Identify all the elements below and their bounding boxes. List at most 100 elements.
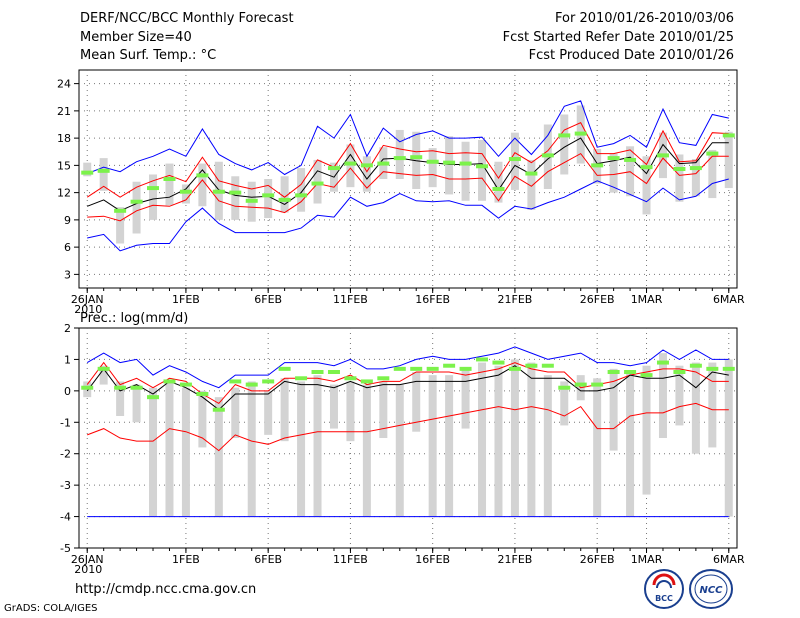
forecast-marker xyxy=(640,165,653,170)
spread-bar xyxy=(593,378,602,517)
forecast-marker xyxy=(196,173,209,178)
forecast-marker xyxy=(114,385,127,390)
forecast-marker xyxy=(130,199,143,204)
spread-bar xyxy=(609,153,618,193)
precip-panel-label: Prec.: log(mm/d) xyxy=(80,311,189,326)
x-tick-label: 6MAR xyxy=(713,293,745,306)
forecast-marker xyxy=(311,181,324,186)
forecast-marker xyxy=(591,382,604,387)
forecast-marker xyxy=(377,376,390,381)
forecast-marker xyxy=(344,376,357,381)
forecast-marker xyxy=(327,166,340,171)
forecast-marker xyxy=(722,366,735,371)
forecast-marker xyxy=(541,153,554,158)
x-tick-label: 11FEB xyxy=(333,553,368,566)
forecast-marker xyxy=(558,133,571,138)
x-tick-label: 16FEB xyxy=(415,553,450,566)
y-tick-label: 18 xyxy=(57,132,71,145)
spread-bar xyxy=(708,149,717,199)
footer-url[interactable]: http://cmdp.ncc.cma.gov.cn xyxy=(75,582,257,597)
y-tick-label: -1 xyxy=(60,416,71,429)
forecast-marker xyxy=(245,198,258,203)
x-tick-label: 11FEB xyxy=(333,293,368,306)
spread-bar xyxy=(132,384,141,423)
y-tick-label: 21 xyxy=(57,105,71,118)
grads-credit: GrADS: COLA/IGES xyxy=(4,603,98,614)
plot-frame xyxy=(78,69,738,289)
forecast-marker xyxy=(426,159,439,164)
spread-bar xyxy=(510,359,519,517)
forecast-marker xyxy=(624,157,637,162)
spread-bar xyxy=(346,144,355,188)
y-tick-label: 2 xyxy=(64,322,71,335)
forecast-marker xyxy=(443,160,456,165)
forecast-marker xyxy=(574,382,587,387)
series-line-upper xyxy=(86,122,729,198)
forecast-marker xyxy=(673,167,686,172)
forecast-marker xyxy=(81,170,94,175)
ncc-logo: NCC xyxy=(689,569,733,609)
y-tick-label: 24 xyxy=(57,78,71,91)
series-line-max xyxy=(87,100,729,176)
forecast-marker xyxy=(706,366,719,371)
forecast-marker xyxy=(262,193,275,198)
spread-bar xyxy=(362,156,371,192)
spread-bar xyxy=(231,176,240,220)
forecast-marker xyxy=(393,366,406,371)
spread-bar xyxy=(149,174,158,220)
spread-bar xyxy=(675,365,684,426)
forecast-marker xyxy=(212,407,225,412)
forecast-marker xyxy=(558,385,571,390)
forecast-marker xyxy=(459,161,472,166)
forecast-marker xyxy=(147,395,160,400)
forecast-produced: Fcst Produced Date 2010/01/26 xyxy=(528,48,734,63)
spread-bar xyxy=(412,372,421,432)
spread-bar xyxy=(543,375,552,517)
y-tick-label: -3 xyxy=(60,479,71,492)
forecast-marker xyxy=(410,155,423,160)
spread-bar xyxy=(724,359,733,517)
x-tick-label: 1FEB xyxy=(172,553,200,566)
series-line-upper xyxy=(86,361,729,405)
spread-bar xyxy=(346,381,355,442)
forecast-marker xyxy=(492,360,505,365)
spread-bar xyxy=(181,184,190,204)
spread-bar xyxy=(642,156,651,215)
forecast-marker xyxy=(459,366,472,371)
forecast-marker xyxy=(689,363,702,368)
spread-bar xyxy=(149,387,158,517)
forecast-marker xyxy=(295,193,308,198)
spread-bar xyxy=(609,368,618,451)
y-tick-label: 0 xyxy=(64,385,71,398)
x-tick-label: 26JAN xyxy=(71,293,104,306)
spread-bar xyxy=(313,375,322,517)
spread-bar xyxy=(116,381,125,416)
spread-bar xyxy=(231,387,240,438)
spread-bar xyxy=(280,378,289,442)
x-tick-year: 2010 xyxy=(74,563,102,576)
forecast-marker xyxy=(607,156,620,161)
x-tick-label: 6FEB xyxy=(254,553,282,566)
forecast-marker xyxy=(640,373,653,378)
spread-bar xyxy=(198,390,207,448)
forecast-marker xyxy=(147,186,160,191)
forecast-marker xyxy=(541,363,554,368)
forecast-marker xyxy=(426,366,439,371)
chart-title: DERF/NCC/BCC Monthly Forecast xyxy=(80,11,294,26)
forecast-marker xyxy=(179,382,192,387)
x-tick-label: 1MAR xyxy=(631,293,663,306)
y-tick-label: 9 xyxy=(64,214,71,227)
forecast-marker xyxy=(673,370,686,374)
forecast-marker xyxy=(492,186,505,191)
spread-bar xyxy=(181,387,190,517)
y-tick-label: -4 xyxy=(60,511,71,524)
forecast-started: Fcst Started Refer Date 2010/01/25 xyxy=(502,30,734,45)
spread-bar xyxy=(675,154,684,202)
spread-bar xyxy=(165,381,174,517)
spread-bar xyxy=(445,375,454,517)
forecast-marker xyxy=(656,360,669,365)
forecast-marker xyxy=(212,189,225,194)
spread-bar xyxy=(445,136,454,195)
